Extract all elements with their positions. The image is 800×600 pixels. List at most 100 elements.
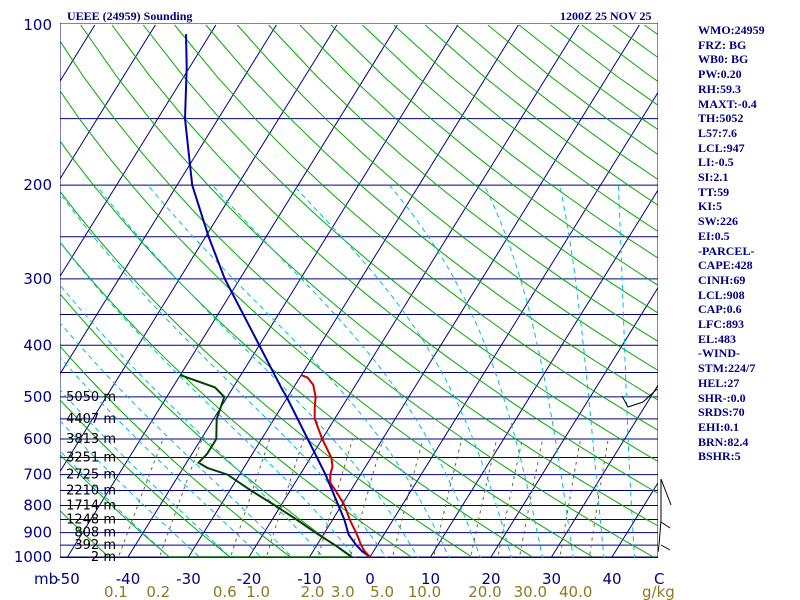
index-line: EHI:0.1 — [698, 419, 740, 434]
pressure-label-600: 600 — [23, 430, 52, 448]
index-line: LFC:893 — [698, 317, 744, 332]
index-line: CINH:69 — [698, 272, 746, 287]
index-line: MAXT:-0.4 — [698, 96, 757, 111]
mixing-ratio-label-0: 0.1 — [104, 583, 128, 600]
index-line: LCL:908 — [698, 287, 745, 302]
isotherm-m90 — [60, 24, 156, 180]
temperature-label-3: -20 — [237, 570, 262, 588]
dry-adiabat-320 — [60, 40, 654, 558]
isotherm-m10 — [309, 24, 640, 558]
temperature-unit-label: C — [654, 570, 664, 588]
moist-adiabat-5 — [61, 196, 388, 558]
temperature-label-6: 10 — [421, 570, 440, 588]
index-line: WMO:24959 — [698, 23, 765, 37]
sounding-title: UEEE (24959) Sounding — [67, 9, 193, 23]
pressure-label-500: 500 — [23, 388, 52, 406]
mixing-ratio-line-11 — [559, 438, 582, 558]
temperature-label-0: -50 — [55, 570, 80, 588]
moist-adiabat-m25 — [60, 420, 202, 558]
wind-barb-3 — [660, 544, 671, 551]
height-label-500: 5050 m — [66, 390, 116, 405]
index-line: SHR-:0.0 — [698, 390, 746, 405]
mixing-ratio-line-10 — [518, 438, 544, 558]
dry-adiabat-240 — [60, 453, 170, 558]
pressure-label-900: 900 — [23, 524, 52, 542]
wind-barbs — [621, 388, 672, 553]
height-label-550: 4407 m — [66, 412, 116, 427]
dry-adiabat-340 — [111, 24, 658, 494]
mixing-ratio-line-0 — [117, 438, 164, 558]
isotherm-m40 — [127, 24, 459, 558]
isotherm-m20 — [248, 24, 580, 558]
mixing-ratio-line-1 — [158, 438, 203, 558]
pressure-label-100: 100 — [23, 16, 52, 34]
temperature-label-7: 20 — [481, 570, 500, 588]
dry-adiabat-380 — [236, 24, 658, 371]
moist-adiabat-20 — [211, 184, 481, 558]
height-label-600: 3813 m — [66, 432, 116, 447]
pressure-label-1000: 1000 — [14, 548, 52, 566]
mixing-ratio-label-1: 0.2 — [146, 583, 170, 600]
mixing-ratio-line-2 — [229, 438, 271, 558]
dry-adiabat-330 — [80, 24, 658, 527]
isotherm-m30 — [188, 24, 519, 558]
moist-adiabat-m10 — [60, 322, 294, 558]
mixing-ratio-line-8 — [469, 438, 498, 558]
index-line: RH:59.3 — [698, 81, 741, 96]
mixing-ratio-line-6 — [391, 438, 424, 558]
mixing-ratio-label-10: 40.0 — [559, 583, 592, 600]
moist-adiabat-40 — [559, 185, 605, 558]
temperature-label-5: 0 — [365, 570, 375, 588]
mixing-ratio-label-2: 0.6 — [213, 583, 237, 600]
dry-adiabat-300 — [60, 139, 533, 558]
pressure-unit-label: mb — [34, 570, 58, 588]
dry-adiabat-280 — [60, 241, 412, 558]
moist-adiabat-10 — [95, 184, 419, 558]
moist-adiabat-45 — [617, 185, 636, 558]
mixing-ratio-line-4 — [317, 438, 354, 558]
isotherm-10 — [430, 189, 658, 558]
index-line: BSHR:5 — [698, 449, 741, 464]
mixing-ratio-line-12 — [588, 438, 609, 558]
isotherm-20 — [490, 286, 658, 558]
sounding-datetime: 1200Z 25 NOV 25 — [560, 9, 652, 23]
indices-panel: WMO:24959 FRZ: BG WB0: BG PW:0.20 RH:59.3 MAX… — [698, 23, 765, 464]
isotherm-30 — [551, 384, 658, 558]
mixing-ratio-label-4: 2.0 — [301, 583, 325, 600]
height-label-650: 3251 m — [66, 450, 116, 465]
index-line: TH:5052 — [698, 111, 744, 126]
index-line: TT:59 — [698, 184, 730, 199]
mixing-ratio-line-3 — [265, 438, 305, 558]
index-line: SW:226 — [698, 214, 739, 229]
index-line: SI:2.1 — [698, 170, 729, 185]
temperature-label-1: -40 — [116, 570, 141, 588]
index-line: HEL:27 — [698, 375, 740, 390]
mixing-ratio-unit-label: g/kg — [642, 583, 675, 600]
index-line: CAP:0.6 — [698, 302, 742, 317]
parcel-path — [183, 34, 371, 558]
index-line: -WIND- — [698, 346, 740, 361]
moist-adiabat-m20 — [60, 389, 232, 558]
height-label-700: 2725 m — [66, 468, 116, 483]
index-line: BRN:82.4 — [698, 434, 749, 449]
dewpoint-profile — [179, 374, 353, 558]
index-line: L57:7.6 — [698, 125, 737, 140]
mixing-ratio-line-7 — [432, 438, 463, 558]
dry-adiabat-490 — [581, 24, 658, 83]
isotherm-m80 — [60, 24, 217, 278]
dry-adiabat-310 — [60, 89, 594, 558]
dry-adiabat-390 — [268, 24, 658, 342]
moist-adiabat-35 — [483, 184, 574, 558]
temperature-label-2: -30 — [176, 570, 201, 588]
height-label-950: 392 m — [74, 538, 116, 553]
isotherm-m60 — [60, 24, 338, 473]
pressure-label-800: 800 — [23, 496, 52, 514]
mixing-ratio-line-5 — [349, 438, 384, 558]
dry-adiabat-270 — [60, 293, 352, 558]
dry-adiabat-420 — [362, 24, 658, 259]
dry-adiabat-290 — [60, 190, 473, 558]
index-line: -PARCEL- — [698, 243, 755, 258]
dry-adiabat-370 — [205, 24, 658, 401]
index-line: SRDS:70 — [698, 405, 745, 420]
